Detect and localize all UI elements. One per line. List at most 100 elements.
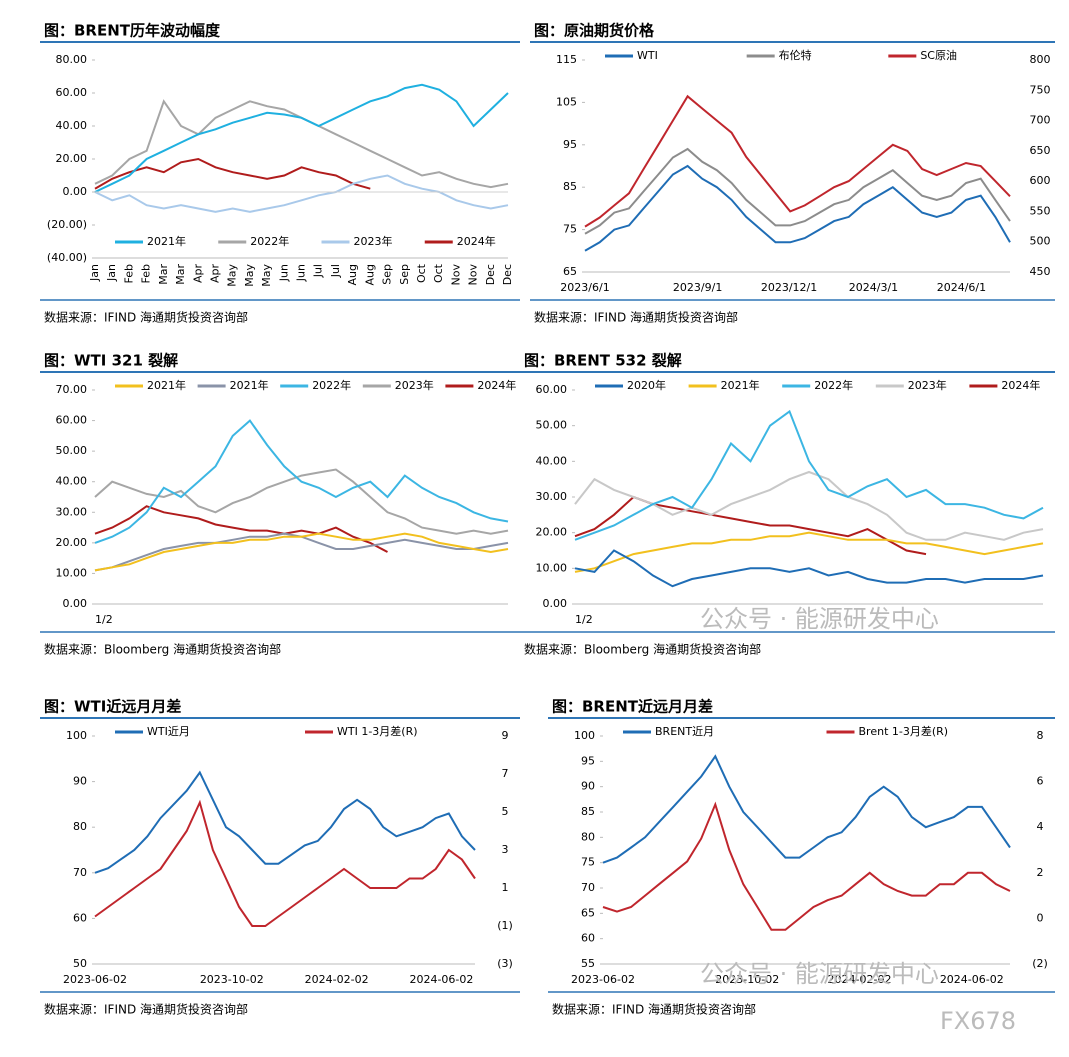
series-line bbox=[94, 799, 476, 927]
legend-label: 2023年 bbox=[354, 234, 393, 248]
legend-label: 布伦特 bbox=[779, 48, 812, 62]
series-line bbox=[584, 164, 1011, 252]
chart-title: 图：原油期货价格 bbox=[534, 22, 655, 40]
x-tick-label: 2024-06-02 bbox=[409, 973, 473, 986]
y-tick-label: 105 bbox=[556, 95, 577, 108]
y-tick-label: 85 bbox=[581, 805, 595, 818]
legend-label: 2020年 bbox=[627, 378, 666, 392]
y2-tick-label: 700 bbox=[1030, 114, 1051, 127]
series-line bbox=[574, 409, 1044, 541]
x-tick-label: Sep bbox=[381, 264, 394, 285]
chart-title: 图：BRENT近远月月差 bbox=[552, 698, 713, 716]
x-tick-label: 2024/6/1 bbox=[937, 281, 986, 294]
y-tick-label: 95 bbox=[563, 138, 577, 151]
y-tick-label: 20.00 bbox=[536, 526, 568, 539]
x-tick-label: 2023-10-02 bbox=[715, 973, 779, 986]
x-tick-label: Nov bbox=[467, 264, 480, 286]
y2-tick-label: (2) bbox=[1032, 957, 1048, 970]
y-tick-label: 40.00 bbox=[536, 454, 568, 467]
x-tick-label: 2023/6/1 bbox=[560, 281, 609, 294]
series-line bbox=[94, 770, 476, 874]
source-note: 数据来源：Bloomberg 海通期货投资咨询部 bbox=[524, 642, 761, 657]
y-tick-label: 50 bbox=[73, 957, 87, 970]
x-tick-label: May bbox=[243, 264, 256, 287]
y2-tick-label: 650 bbox=[1030, 144, 1051, 157]
x-tick-label: Sep bbox=[398, 264, 411, 285]
x-tick-label: 2024-02-02 bbox=[305, 973, 369, 986]
y2-tick-label: 9 bbox=[502, 729, 509, 742]
legend-label: 2022年 bbox=[312, 378, 351, 392]
source-note: 数据来源：IFIND 海通期货投资咨询部 bbox=[552, 1002, 756, 1017]
y2-tick-label: 800 bbox=[1030, 53, 1051, 66]
x-tick-label: Aug bbox=[363, 264, 376, 285]
x-tick-label: Aug bbox=[346, 264, 359, 285]
y2-tick-label: 7 bbox=[502, 767, 509, 780]
series-line bbox=[94, 468, 509, 535]
y-tick-label: 75 bbox=[563, 223, 577, 236]
x-tick-label: Jul bbox=[329, 264, 342, 278]
series-line bbox=[94, 157, 371, 190]
y-tick-label: 0.00 bbox=[543, 597, 568, 610]
y-tick-label: 80 bbox=[73, 820, 87, 833]
legend-label: 2024年 bbox=[1001, 378, 1040, 392]
y-tick-label: 50.00 bbox=[536, 419, 568, 432]
y-tick-label: 60 bbox=[581, 932, 595, 945]
y-tick-label: 80 bbox=[581, 830, 595, 843]
legend-label: SC原油 bbox=[920, 48, 957, 62]
legend-label: 2021年 bbox=[147, 378, 186, 392]
y-tick-label: 80.00 bbox=[56, 53, 88, 66]
chart-title: 图：WTI近远月月差 bbox=[44, 698, 181, 716]
series-line bbox=[94, 174, 509, 213]
y-tick-label: 60.00 bbox=[56, 86, 88, 99]
y2-tick-label: 0 bbox=[1037, 911, 1044, 924]
x-tick-label: Nov bbox=[449, 264, 462, 286]
x-tick-label: 2023-06-02 bbox=[571, 973, 635, 986]
legend-label: WTI近月 bbox=[147, 725, 190, 738]
y-tick-label: 40.00 bbox=[56, 119, 88, 132]
y-tick-label: 10.00 bbox=[56, 566, 88, 579]
y2-tick-label: 5 bbox=[502, 805, 509, 818]
y2-tick-label: 750 bbox=[1030, 83, 1051, 96]
x-tick-label: 1/2 bbox=[95, 613, 113, 626]
y-tick-label: 60 bbox=[73, 911, 87, 924]
x-tick-label: Mar bbox=[174, 264, 187, 285]
y-tick-label: 30.00 bbox=[56, 505, 88, 518]
source-note: 数据来源：IFIND 海通期货投资咨询部 bbox=[534, 310, 738, 325]
x-tick-label: Oct bbox=[415, 263, 428, 283]
x-tick-label: Oct bbox=[432, 263, 445, 283]
y-tick-label: (20.00) bbox=[47, 218, 87, 231]
y2-tick-label: 450 bbox=[1030, 265, 1051, 278]
series-line bbox=[602, 754, 1011, 864]
y2-tick-label: 6 bbox=[1037, 775, 1044, 788]
y-tick-label: 100 bbox=[66, 729, 87, 742]
x-tick-label: Jun bbox=[277, 264, 290, 282]
series-line bbox=[94, 532, 509, 572]
y-tick-label: 70 bbox=[73, 866, 87, 879]
x-tick-label: Jun bbox=[295, 264, 308, 282]
y-tick-label: 60.00 bbox=[536, 383, 568, 396]
y-tick-label: 30.00 bbox=[536, 490, 568, 503]
y-tick-label: 0.00 bbox=[63, 597, 88, 610]
legend-label: 2023年 bbox=[395, 378, 434, 392]
y-tick-label: 90 bbox=[73, 775, 87, 788]
y-tick-label: 70 bbox=[581, 881, 595, 894]
x-tick-label: 1/2 bbox=[575, 613, 593, 626]
series-line bbox=[584, 147, 1011, 235]
y-tick-label: 95 bbox=[581, 754, 595, 767]
y2-tick-label: 3 bbox=[502, 843, 509, 856]
y2-tick-label: 2 bbox=[1037, 866, 1044, 879]
x-tick-label: Jan bbox=[88, 264, 101, 282]
x-tick-label: Apr bbox=[208, 264, 221, 284]
source-note: 数据来源：Bloomberg 海通期货投资咨询部 bbox=[44, 642, 281, 657]
x-tick-label: Dec bbox=[484, 264, 497, 285]
y2-tick-label: 600 bbox=[1030, 174, 1051, 187]
watermark: 公众号 · 能源研发中心 bbox=[700, 960, 939, 988]
x-tick-label: Jul bbox=[312, 264, 325, 278]
source-note: 数据来源：IFIND 海通期货投资咨询部 bbox=[44, 310, 248, 325]
x-tick-label: Feb bbox=[122, 264, 135, 283]
legend-label: 2022年 bbox=[814, 378, 853, 392]
x-tick-label: 2024-06-02 bbox=[940, 973, 1004, 986]
y-tick-label: 20.00 bbox=[56, 152, 88, 165]
